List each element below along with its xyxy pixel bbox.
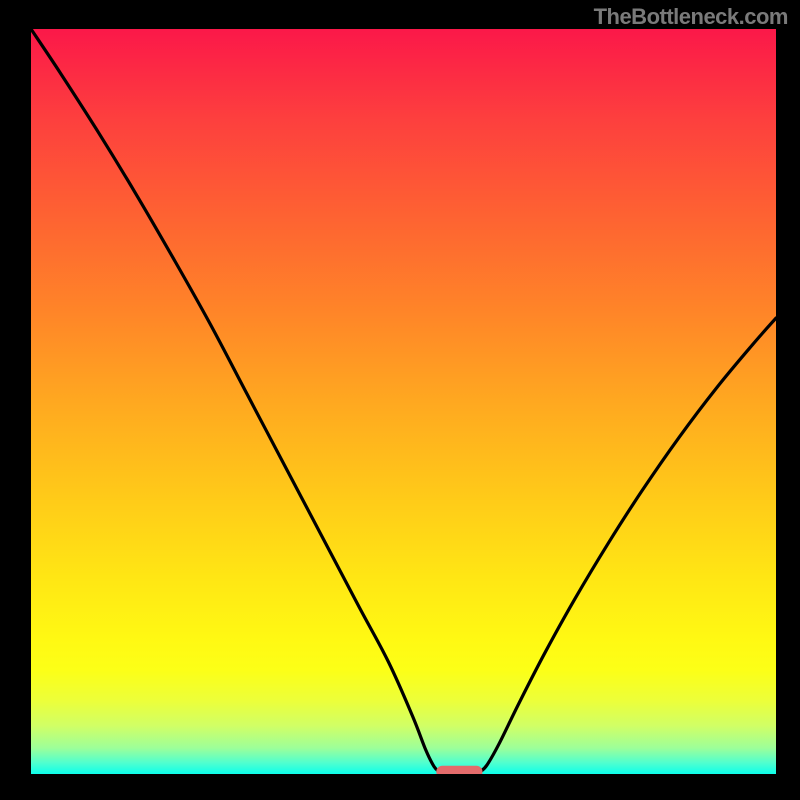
chart-container: TheBottleneck.com (0, 0, 800, 800)
plot-area (31, 29, 776, 774)
bottleneck-chart (0, 0, 800, 800)
watermark-text: TheBottleneck.com (594, 4, 788, 30)
